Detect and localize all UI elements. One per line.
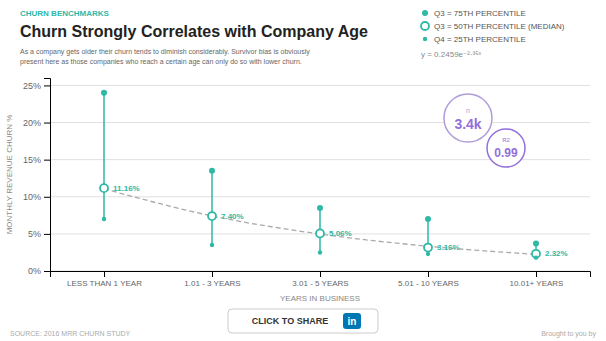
legend-entry: Q3 = 50TH PERCENTILE (MEDIAN) [434,22,565,31]
point [318,250,322,254]
x-tick: 1.01 - 3 YEARS [184,271,240,288]
data-labels: 11.16% 7.40% 5.06% 3.16% 2.32% [113,184,568,259]
chart: 0% 5% 10% 15% 20% 25% LESS THAN 1 YEAR 1.01 - 3… [0,0,606,341]
y-tick-label: 15% [23,155,41,165]
data-label: 5.06% [329,229,352,238]
data-label: 2.32% [545,249,568,258]
y-tick-mark [44,197,50,198]
y-tick: 20% [23,118,50,128]
source: SOURCE: 2016 MRR CHURN STUDY [10,330,131,337]
legend-marker [421,22,429,30]
data-label: 11.16% [113,184,140,193]
y-axis-title: MONTHLY REVENUE CHURN % [5,115,14,235]
description-line: As a company gets older their churn tend… [20,48,310,56]
legend-marker [423,37,427,41]
y-tick-mark [44,123,50,124]
point [101,90,107,96]
title: Churn Strongly Correlates with Company A… [20,23,368,40]
x-tick: 10.01+ YEARS [510,271,564,288]
y-tick-mark [44,85,50,86]
x-tick-label: LESS THAN 1 YEAR [67,279,142,288]
point [317,205,323,211]
share-icon-text[interactable]: in [348,316,357,327]
legend-marker [422,10,428,16]
x-tick-label: 3.01 - 5 YEARS [292,279,348,288]
y-tick: 15% [23,155,50,165]
y-tick-mark [44,234,50,235]
y-tick: 10% [23,192,50,202]
y-tick-mark [44,271,50,272]
x-axis-title: YEARS IN BUSINESS [280,294,360,303]
x-tick-mark [320,271,321,277]
footer-right: Brought to you by [541,330,596,338]
y-tick-mark [44,160,50,161]
x-tick: 5.01 - 10 YEARS [398,271,459,288]
x-tick-mark [104,271,105,277]
point [424,244,432,252]
grid-line [50,85,590,86]
point [316,229,324,237]
point [534,255,538,259]
x-tick-mark [212,271,213,277]
share-button[interactable]: CLICK TO SHARE in [228,309,378,333]
plot-marks [100,90,540,260]
legend: Q3 = 75TH PERCENTILE Q3 = 50TH PERCENTILE… [421,9,565,59]
header: CHURN BENCHMARKS Churn Strongly Correlate… [20,9,368,66]
share-text[interactable]: CLICK TO SHARE [252,316,328,326]
y-tick-label: 10% [23,192,41,202]
grid [50,85,590,271]
badge-n-label: n [466,107,470,114]
data-label: 7.40% [221,212,244,221]
description: As a company gets older their churn tend… [20,48,310,66]
y-tick: 25% [23,81,50,91]
point [425,216,431,222]
share-box[interactable] [228,309,378,333]
point [533,241,539,247]
badge-n [444,94,492,142]
y-tick-label: 5% [28,229,41,239]
x-tick: 3.01 - 5 YEARS [292,271,348,288]
y-tick: 0% [28,266,50,276]
y-axis-line [44,79,51,272]
badge-r2-label: R2 [502,137,510,143]
share-icon-box[interactable] [343,313,361,329]
x-axis: LESS THAN 1 YEAR 1.01 - 3 YEARS 3.01 - 5 Y… [51,271,591,288]
y-tick-label: 25% [23,81,41,91]
point [208,212,216,220]
legend-entry: Q3 = 75TH PERCENTILE [434,9,526,18]
equation: y = 0.2459e⁻²·³⁵ˣ [421,50,482,59]
badge-r2-value: 0.99 [494,146,518,160]
point [209,168,215,174]
trend-line [104,189,536,255]
point [426,252,430,256]
point [100,184,108,192]
y-tick-label: 20% [23,118,41,128]
x-axis-line [51,272,591,278]
y-tick: 5% [28,229,50,239]
y-axis: 0% 5% 10% 15% 20% 25% [23,79,51,277]
x-tick-label: 5.01 - 10 YEARS [398,279,459,288]
range-line [211,171,213,245]
badge-n-value: 3.4k [454,116,481,132]
x-tick-mark [428,271,429,277]
point [102,217,106,221]
range-line [103,93,105,219]
point [210,243,214,247]
x-tick: LESS THAN 1 YEAR [67,271,142,288]
data-label: 3.16% [437,243,460,252]
badges: n 3.4k R2 0.99 [444,94,525,167]
x-tick-label: 10.01+ YEARS [510,279,564,288]
grid-line [50,122,590,123]
badge-r2 [487,129,525,167]
x-tick-label: 1.01 - 3 YEARS [184,279,240,288]
description-line: present here as those companies who reac… [20,58,302,66]
x-tick-mark [536,271,537,277]
legend-entry: Q4 = 25TH PERCENTILE [434,35,526,44]
subtitle: CHURN BENCHMARKS [20,9,110,18]
y-tick-label: 0% [28,266,41,276]
